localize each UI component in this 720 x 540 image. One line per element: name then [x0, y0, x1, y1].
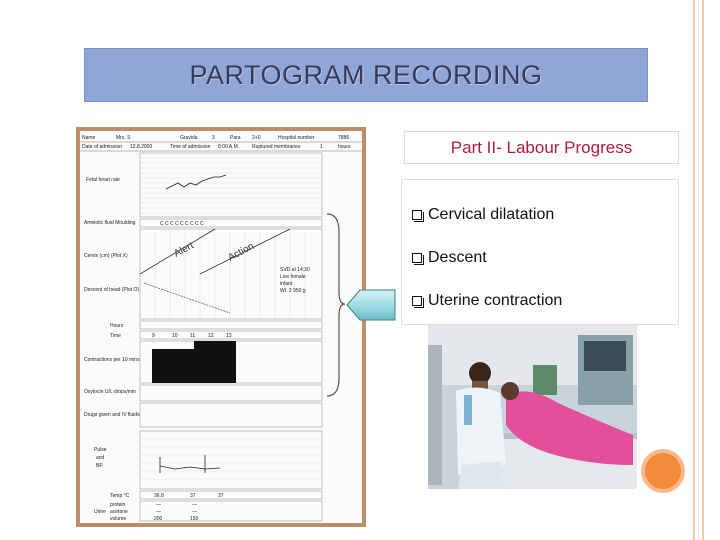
list-item-label: Cervical dilatation: [428, 206, 555, 223]
slide-border: [702, 0, 704, 540]
fhr-grid: Fetal heart rate: [86, 152, 323, 218]
pg-urine-v1: —: [156, 502, 161, 508]
pg-contractions-label: Contractions per 10 mins: [84, 357, 140, 363]
pg-membranes-label: Ruptured membranes: [252, 144, 301, 150]
labour-ward-photo: [428, 325, 637, 489]
slide-title: PARTOGRAM RECORDING: [189, 59, 543, 90]
progress-list: Cervical dilatation Descent Uterine cont…: [401, 179, 679, 325]
pg-name-label: Name: [82, 135, 96, 141]
partogram-chart-image: Name Mrs. S Gravida 3 Para 2+0 Hospital …: [76, 127, 366, 527]
pg-urine-acetone: acetone: [110, 509, 128, 515]
pg-time-2: 10: [172, 333, 178, 339]
pg-temp-1: 36.8: [154, 493, 164, 499]
cervix-grid: Alert Action SVD at 14:30 Live female in…: [84, 228, 323, 320]
pg-temp-2: 37: [190, 493, 196, 499]
pg-time-3: 11: [190, 333, 195, 339]
pg-urine-v5: —: [192, 509, 197, 515]
checkbox-bullet-icon: [412, 210, 424, 222]
slide-border: [693, 0, 695, 540]
pg-time-row-label: Time: [110, 333, 121, 339]
pg-time-4: 12: [208, 333, 214, 339]
pg-action-label: Action: [226, 241, 256, 264]
pg-urine-volume: volume: [110, 516, 126, 522]
decorative-circle: [641, 449, 685, 493]
pg-delivery-note-4: Wt. 2 950 g: [280, 288, 306, 294]
pg-amniotic-label: Amniotic fluid Moulding: [84, 220, 136, 226]
pg-pulse-label: Pulse: [94, 447, 107, 453]
checkbox-bullet-icon: [412, 253, 424, 265]
title-banner: PARTOGRAM RECORDING: [84, 48, 648, 102]
partogram-sheet: Name Mrs. S Gravida 3 Para 2+0 Hospital …: [80, 131, 362, 523]
pg-cervix-label: Cervix (cm) (Plot X): [84, 253, 128, 259]
pg-drugs-label: Drugs given and IV fluids: [84, 412, 140, 418]
pg-membranes-value: 1: [320, 144, 323, 150]
pg-bp-label: BP: [96, 463, 103, 469]
pg-time-value: 8:00 A.M.: [218, 144, 239, 150]
pg-time-5: 13: [226, 333, 232, 339]
pg-hospital-value: 7886: [338, 135, 349, 141]
part-heading-box: Part II- Labour Progress: [404, 131, 679, 164]
photo-drawing: [428, 325, 637, 489]
pg-delivery-note-1: SVD at 14:30: [280, 267, 310, 273]
pg-hours-label: Hours: [110, 323, 124, 329]
part-heading: Part II- Labour Progress: [450, 137, 633, 157]
partogram-drawing: Name Mrs. S Gravida 3 Para 2+0 Hospital …: [80, 135, 362, 522]
pg-admission-label: Date of admission: [82, 144, 122, 150]
pg-delivery-note-3: infant: [280, 281, 293, 287]
pg-and-label: and: [96, 455, 105, 461]
pg-temp-3: 37: [218, 493, 224, 499]
pg-para-label: Para: [230, 135, 241, 141]
pg-urine-label: Urine: [94, 509, 106, 515]
checkbox-bullet-icon: [412, 296, 424, 308]
list-item-label: Uterine contraction: [428, 292, 563, 309]
pg-oxytocin-label: Oxytocin U/L drops/min: [84, 389, 136, 395]
list-item: Cervical dilatation: [412, 206, 554, 224]
pg-gravida-value: 3: [212, 135, 215, 141]
pg-name-value: Mrs. S: [116, 135, 131, 141]
pg-urine-v3: 200: [154, 516, 163, 522]
pg-time-label: Time of admission: [170, 144, 211, 150]
list-item-label: Descent: [428, 249, 487, 266]
pg-urine-v2: —: [156, 509, 161, 515]
pg-urine-v4: —: [192, 502, 197, 508]
pg-membranes-unit: hours: [338, 144, 351, 150]
pg-gravida-label: Gravida: [180, 135, 198, 141]
pulse-grid: Pulse and BP: [94, 430, 323, 490]
pg-fhr-label: Fetal heart rate: [86, 177, 120, 183]
pg-para-value: 2+0: [252, 135, 261, 141]
pg-time-1: 9: [152, 333, 155, 339]
svg-text:C C C C C C C C C: C C C C C C C C C: [160, 221, 204, 227]
pointer-arrow-shape: [346, 289, 396, 321]
pg-hospital-label: Hospital number: [278, 135, 315, 141]
list-item: Descent: [412, 249, 487, 267]
pg-admission-value: 12.8.2000: [130, 144, 152, 150]
pg-temp-label: Temp °C: [110, 493, 130, 499]
list-item: Uterine contraction: [412, 292, 562, 310]
pg-delivery-note-2: Live female: [280, 274, 306, 280]
pg-descent-label: Descent of head (Plot O): [84, 287, 139, 293]
pg-urine-protein: protein: [110, 502, 126, 508]
slide-border: [698, 0, 699, 540]
right-brace: [326, 213, 346, 397]
pg-urine-v6: 150: [190, 516, 199, 522]
